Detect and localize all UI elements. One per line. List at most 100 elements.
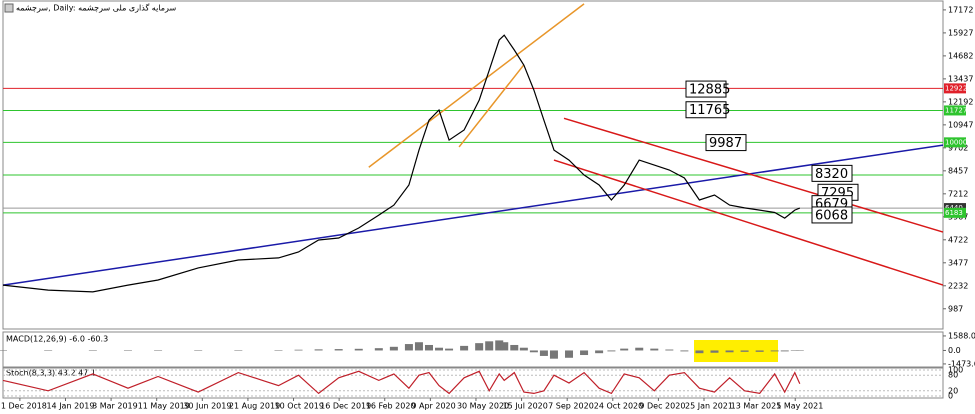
y-tick-label: 987 (948, 304, 963, 313)
y-tick-label: 15927 (948, 28, 973, 37)
macd-bar (565, 350, 574, 358)
macd-bar (790, 350, 799, 351)
trendline (458, 64, 525, 148)
y-tick-label: 12192 (948, 97, 973, 106)
stoch-tick-label: 20 (948, 386, 958, 395)
macd-bar (274, 350, 283, 351)
y-tick-label: 17172 (948, 5, 973, 14)
x-tick-label: 10 Oct 2019 (275, 402, 324, 411)
macd-label: MACD(12,26,9) -6.0 -60.3 (6, 335, 108, 344)
macd-bar (650, 348, 659, 351)
x-tick-label: 1 Dec 2018 (1, 402, 47, 411)
macd-bar (234, 350, 243, 351)
price-tag (944, 83, 966, 94)
icon (4, 3, 14, 13)
trendline (563, 117, 944, 233)
y-tick-label: 8457 (948, 166, 968, 175)
annotation-box (705, 134, 747, 152)
x-tick-label: 9 Apr 2020 (411, 402, 455, 411)
annotation-box (811, 164, 853, 182)
x-tick-label: 13 Mar 2021 (731, 402, 782, 411)
price-tag-label: 10000 (945, 138, 967, 146)
macd-bar (510, 344, 519, 351)
macd-bar (374, 348, 383, 351)
stoch-tick-label: 100 (948, 366, 963, 375)
x-tick-label: 21 Aug 2019 (229, 402, 280, 411)
x-tick-label: 9 Dec 2020 (639, 402, 685, 411)
y-tick-label: 3477 (948, 258, 968, 267)
macd-bar (770, 350, 779, 352)
x-tick-label: 24 Oct 2020 (594, 402, 643, 411)
macd-bar (334, 349, 343, 351)
macd-bar (414, 342, 423, 351)
price-tag (944, 105, 966, 116)
macd-bar (44, 350, 53, 351)
y-tick-label: 13437 (948, 74, 973, 83)
macd-bar (389, 346, 398, 351)
macd-bar (740, 350, 749, 352)
price-tag (944, 207, 966, 218)
macd-bar (539, 350, 548, 356)
stoch-line (2, 370, 801, 395)
x-tick-label: 16 Dec 2019 (320, 402, 371, 411)
macd-bar (460, 345, 469, 351)
main-panel (2, 0, 944, 330)
macd-bar (475, 343, 484, 351)
trendline (2, 144, 944, 286)
macd-bar (665, 349, 674, 351)
y-tick-label: 7212 (948, 189, 968, 198)
stoch-tick-label: 0 (948, 392, 953, 401)
x-tick-label: 11 May 2019 (138, 402, 190, 411)
annotation: 9987 (709, 136, 742, 151)
highlight-box (694, 340, 778, 362)
macd-bar (123, 350, 132, 351)
macd-bar (635, 347, 644, 351)
macd-bar (710, 350, 719, 353)
annotation: 8320 (815, 167, 848, 182)
annotation-box (811, 206, 853, 224)
macd-bar (485, 341, 494, 351)
macd-bar (620, 348, 629, 351)
chart-title: سرچشمه, Daily: سرمایه گذاری ملی سرچشمه (16, 3, 176, 13)
macd-tick-label: 1588.0 (948, 331, 975, 340)
stoch-panel (2, 367, 944, 399)
macd-bar (445, 348, 454, 351)
macd-bar (424, 344, 433, 351)
x-tick-label: 3 Mar 2019 (92, 402, 138, 411)
macd-bar (354, 348, 363, 351)
price-line (2, 34, 801, 293)
macd-bar (780, 350, 789, 352)
price-tag-label: 6183 (945, 209, 963, 217)
y-tick-label: 2232 (948, 281, 968, 290)
price-tag-label: 11727 (945, 106, 967, 114)
macd-bar (154, 350, 163, 351)
x-tick-label: 14 Jan 2019 (46, 402, 94, 411)
macd-bar (314, 349, 323, 351)
x-tick-label: 15 Jul 2020 (503, 402, 548, 411)
macd-bar (549, 350, 558, 359)
x-tick-label: 30 May 2020 (457, 402, 509, 411)
x-tick-label: 7 Sep 2020 (548, 402, 594, 411)
trendline (368, 3, 585, 168)
macd-bar (519, 347, 528, 351)
price-tag-label: 12922 (945, 84, 967, 92)
y-tick-label: 14682 (948, 51, 973, 60)
macd-bar (580, 350, 589, 356)
y-tick-label: 9702 (948, 143, 968, 152)
annotation: 6068 (815, 208, 848, 223)
macd-panel (2, 331, 944, 368)
x-tick-label: 30 Jun 2019 (183, 402, 231, 411)
y-tick-label: 4722 (948, 235, 968, 244)
macd-tick-label: 0.0 (948, 346, 961, 355)
macd-bar (595, 350, 604, 354)
macd-bar (529, 350, 538, 353)
x-tick-label: 25 Jan 2021 (685, 402, 733, 411)
y-tick-label: 10947 (948, 120, 973, 129)
macd-bar (435, 347, 444, 351)
stoch-tick-label: 80 (948, 371, 958, 380)
annotation-box (685, 80, 727, 98)
x-tick-label: 5 May 2021 (776, 402, 823, 411)
macd-bar (680, 350, 689, 352)
